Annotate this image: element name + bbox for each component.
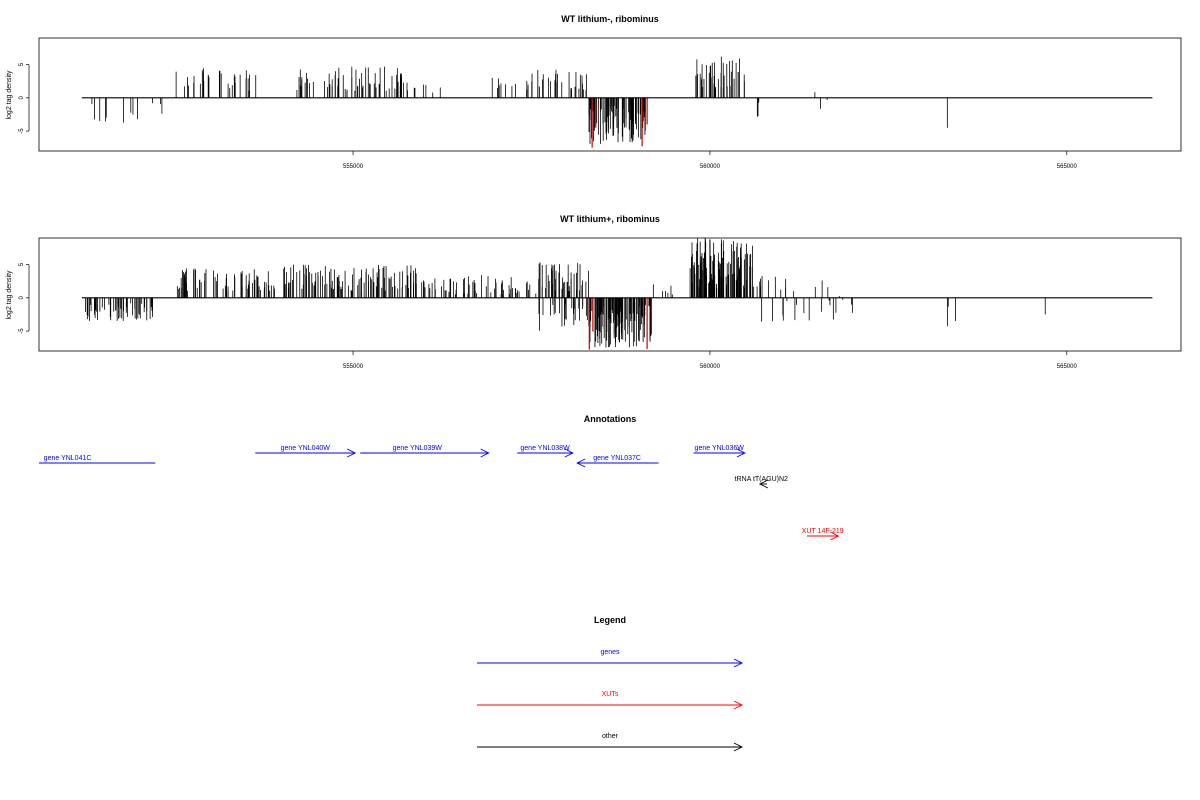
annotations-title: Annotations: [584, 414, 637, 424]
arrow-head-left-icon: [576, 458, 586, 468]
track-title: WT lithium+, ribominus: [560, 214, 660, 224]
annotations-panel: Annotations gene YNL041C gene YNL040W gene…: [39, 414, 844, 541]
arrow-head-left-icon: [758, 479, 769, 489]
feature-label: gene YNL036W: [695, 445, 745, 452]
feature-label: gene YNL039W: [393, 445, 443, 452]
y-tick-label: 0: [19, 95, 25, 99]
track-title: WT lithium-, ribominus: [561, 14, 659, 24]
legend-label: XUTs: [602, 691, 619, 698]
x-tick-label: 555000: [343, 364, 364, 370]
y-axis-label: log2 tag density: [6, 270, 13, 320]
feature-label: XUT 14F-219: [802, 528, 844, 535]
annotation-feature: gene YNL039W: [360, 445, 490, 458]
arrow-head-right-icon: [564, 448, 574, 458]
feature-label: gene YNL040W: [281, 445, 331, 452]
x-tick-label: 555000: [343, 164, 364, 170]
track-panel-lithium-plus: WT lithium+, ribominus log2 tag density …: [6, 214, 1182, 370]
feature-label: gene YNL037C: [593, 455, 641, 462]
annotation-feature: gene YNL041C: [39, 455, 156, 464]
legend-title: Legend: [594, 615, 626, 625]
x-tick-label: 565000: [1057, 364, 1078, 370]
plot-frame: [38, 237, 1182, 352]
legend-entry: XUTs: [477, 691, 744, 710]
track-panel-lithium-minus: WT lithium-, ribominus log2 tag density …: [6, 14, 1182, 170]
y-axis: -5 0 5: [19, 62, 30, 134]
arrow-head-right-icon: [480, 448, 490, 458]
annotation-feature: gene YNL037C: [576, 455, 659, 468]
arrow-head-right-icon: [736, 448, 746, 458]
arrow-head-right-icon: [346, 448, 357, 458]
arrow-head-right-icon: [733, 742, 744, 752]
y-tick-label: -5: [19, 128, 25, 134]
y-axis-label: log2 tag density: [6, 70, 13, 120]
highlight-marks: [588, 297, 652, 350]
x-axis: 555000 560000 565000: [343, 351, 1077, 370]
annotation-feature: gene YNL036W: [693, 445, 746, 458]
legend-entry: genes: [477, 649, 744, 668]
y-tick-label: 5: [19, 262, 25, 266]
annotation-feature: XUT 14F-219: [802, 528, 844, 541]
x-tick-label: 560000: [700, 164, 721, 170]
y-tick-label: -5: [19, 328, 25, 334]
legend-entry: other: [477, 733, 744, 752]
plot-frame: [38, 37, 1182, 152]
annotation-feature: gene YNL040W: [255, 445, 357, 458]
legend-label: other: [602, 733, 619, 740]
legend-panel: Legend genes XUTs other: [477, 615, 744, 752]
feature-label: tRNA tT(AGU)N2: [735, 476, 788, 483]
feature-label: gene YNL041C: [44, 455, 92, 462]
arrow-head-right-icon: [830, 531, 840, 541]
x-axis: 555000 560000 565000: [343, 151, 1077, 170]
annotation-feature: tRNA tT(AGU)N2: [735, 476, 788, 489]
arrow-head-right-icon: [733, 658, 744, 668]
feature-label: gene YNL038W: [520, 445, 570, 452]
signal-marks: [91, 56, 948, 144]
annotation-feature: gene YNL038W: [517, 445, 574, 458]
signal-marks: [85, 238, 1046, 348]
y-tick-label: 5: [19, 62, 25, 66]
highlight-marks: [591, 97, 648, 148]
y-axis: -5 0 5: [19, 262, 30, 334]
x-tick-label: 565000: [1057, 164, 1078, 170]
y-tick-label: 0: [19, 295, 25, 299]
arrow-head-right-icon: [733, 700, 744, 710]
legend-label: genes: [600, 649, 620, 656]
x-tick-label: 560000: [700, 364, 721, 370]
